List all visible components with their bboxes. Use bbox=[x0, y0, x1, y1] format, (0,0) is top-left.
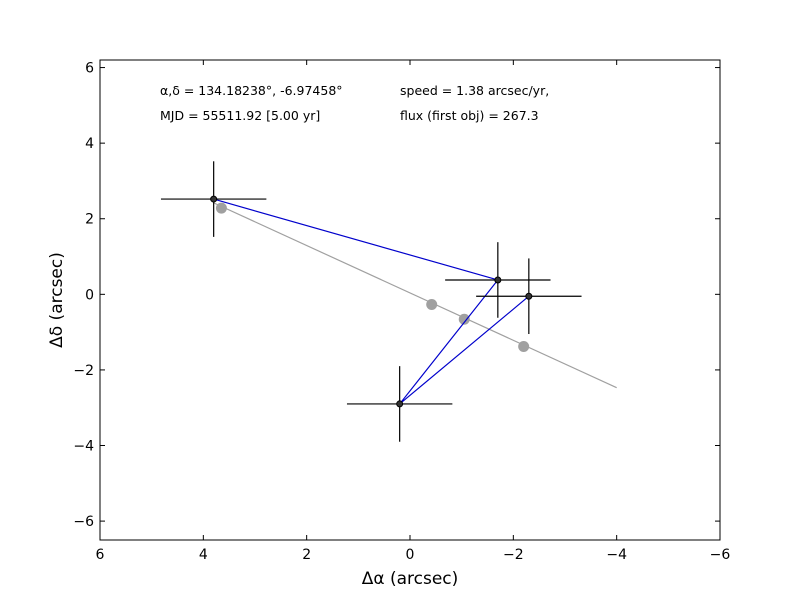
x-tick-label-1: 4 bbox=[199, 547, 208, 563]
y-tick-label-5: −4 bbox=[73, 439, 94, 455]
ticks-layer: 6 4 2 0 −2 −4 −6 6 4 2 0 −2 −4 −6 bbox=[73, 60, 730, 563]
x-tick-label-2: 2 bbox=[302, 547, 311, 563]
model-point-3 bbox=[518, 340, 530, 352]
y-tick-label-3: 0 bbox=[85, 287, 94, 303]
x-tick-label-4: −2 bbox=[503, 547, 524, 563]
model-track-line bbox=[213, 202, 617, 389]
y-tick-label-2: 2 bbox=[85, 212, 94, 228]
y-tick-label-1: 4 bbox=[85, 136, 94, 152]
x-tick-label-5: −4 bbox=[606, 547, 627, 563]
x-tick-label-3: 0 bbox=[406, 547, 415, 563]
x-tick-label-0: 6 bbox=[96, 547, 105, 563]
observed-point-0 bbox=[210, 195, 218, 203]
observation-layer bbox=[160, 161, 582, 442]
y-axis-label: Δδ (arcsec) bbox=[47, 252, 67, 348]
plot-background bbox=[100, 60, 720, 540]
model-layer bbox=[213, 202, 617, 389]
x-tick-label-6: −6 bbox=[710, 547, 731, 563]
annotation-flux: flux (first obj) = 267.3 bbox=[400, 108, 539, 123]
x-axis-label: Δα (arcsec) bbox=[362, 569, 459, 589]
model-point-1 bbox=[426, 299, 438, 311]
y-tick-label-6: −6 bbox=[73, 514, 94, 530]
y-tick-label-4: −2 bbox=[73, 363, 94, 379]
model-point-2 bbox=[458, 313, 470, 325]
annotation-mjd: MJD = 55511.92 [5.00 yr] bbox=[160, 108, 320, 123]
model-point-0 bbox=[215, 202, 227, 214]
annotation-speed: speed = 1.38 arcsec/yr, bbox=[400, 83, 549, 98]
observed-point-2 bbox=[396, 400, 404, 408]
observed-point-1 bbox=[494, 276, 502, 284]
observed-path-line bbox=[213, 198, 530, 405]
annotation-coords: α,δ = 134.18238°, -6.97458° bbox=[160, 83, 343, 98]
observed-point-3 bbox=[525, 292, 533, 300]
y-tick-label-0: 6 bbox=[85, 61, 94, 77]
